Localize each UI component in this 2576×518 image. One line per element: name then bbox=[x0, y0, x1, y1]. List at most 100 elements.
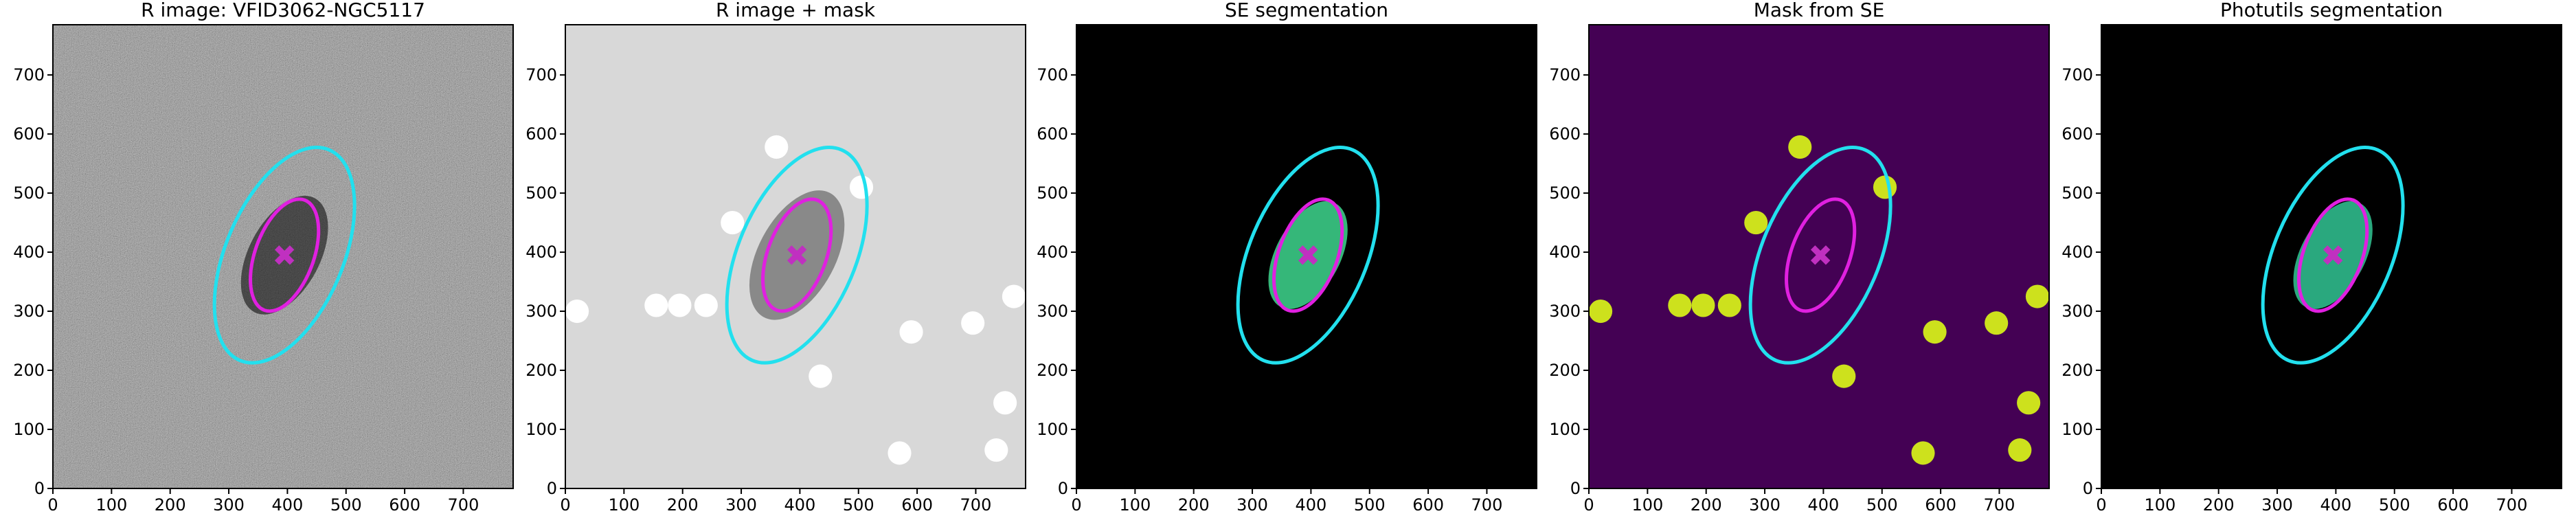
y-tick-label: 700 bbox=[526, 65, 557, 85]
y-tick-label: 600 bbox=[13, 124, 45, 144]
y-tick-label: 300 bbox=[1549, 302, 1581, 321]
image-panel bbox=[53, 25, 513, 488]
mask-region bbox=[961, 311, 985, 335]
mask-region bbox=[1717, 293, 1741, 317]
y-tick-label: 500 bbox=[1037, 183, 1068, 203]
mask-region bbox=[849, 175, 874, 199]
x-tick-label: 200 bbox=[667, 495, 699, 515]
aperture-ellipse bbox=[1236, 146, 1380, 365]
y-tick-label: 500 bbox=[526, 183, 557, 203]
x-tick-label: 0 bbox=[47, 495, 58, 515]
axes-frame bbox=[565, 24, 1026, 489]
y-tick-label: 300 bbox=[13, 302, 45, 321]
y-tick-label: 400 bbox=[13, 243, 45, 262]
x-tick-label: 600 bbox=[2437, 495, 2469, 515]
y-tick-label: 700 bbox=[2061, 65, 2093, 85]
y-tick-label: 200 bbox=[1549, 361, 1581, 380]
aperture-ellipse bbox=[2261, 146, 2405, 365]
x-tick-label: 100 bbox=[95, 495, 127, 515]
x-tick-label: 500 bbox=[843, 495, 874, 515]
y-tick-label: 100 bbox=[2061, 420, 2093, 439]
x-tick-label: 200 bbox=[1178, 495, 1210, 515]
image-panel bbox=[1076, 25, 1537, 488]
center-marker bbox=[2323, 245, 2343, 265]
x-tick-label: 500 bbox=[330, 495, 362, 515]
x-tick-label: 300 bbox=[1749, 495, 1781, 515]
x-tick-label: 700 bbox=[1984, 495, 2015, 515]
axes-frame bbox=[1076, 24, 1537, 489]
y-tick-label: 100 bbox=[1037, 420, 1068, 439]
x-tick-label: 100 bbox=[608, 495, 640, 515]
x-tick-label: 100 bbox=[1119, 495, 1151, 515]
panel-title: SE segmentation bbox=[1225, 0, 1388, 21]
center-marker bbox=[274, 245, 295, 265]
y-tick-label: 700 bbox=[13, 65, 45, 85]
mask-region bbox=[1911, 441, 1935, 465]
x-tick-label: 400 bbox=[1807, 495, 1839, 515]
mask-region bbox=[1985, 311, 2009, 335]
x-tick-label: 400 bbox=[271, 495, 303, 515]
aperture-ellipse bbox=[1272, 197, 1344, 313]
axes-frame bbox=[2101, 24, 2562, 489]
x-tick-label: 700 bbox=[2496, 495, 2528, 515]
x-tick-label: 0 bbox=[560, 495, 570, 515]
panel-title: R image + mask bbox=[716, 0, 876, 21]
mask-region bbox=[1589, 299, 1613, 324]
y-tick-label: 700 bbox=[1549, 65, 1581, 85]
mask-region bbox=[888, 441, 912, 465]
y-tick-label: 0 bbox=[2083, 479, 2093, 498]
y-tick-label: 600 bbox=[2061, 124, 2093, 144]
x-tick-label: 500 bbox=[1354, 495, 1386, 515]
y-tick-label: 400 bbox=[526, 243, 557, 262]
image-panel bbox=[2101, 25, 2562, 488]
y-tick-label: 0 bbox=[1058, 479, 1068, 498]
mask-region bbox=[993, 391, 1017, 415]
y-tick-label: 100 bbox=[13, 420, 45, 439]
mask-region bbox=[1873, 175, 1897, 199]
mask-region bbox=[2017, 391, 2041, 415]
aperture-ellipse bbox=[1748, 146, 1893, 365]
mask-region bbox=[1788, 135, 1812, 159]
x-tick-label: 300 bbox=[2261, 495, 2293, 515]
mask-region bbox=[899, 320, 923, 344]
x-tick-label: 300 bbox=[213, 495, 245, 515]
x-tick-label: 600 bbox=[1412, 495, 1444, 515]
x-tick-label: 200 bbox=[1691, 495, 1722, 515]
y-tick-label: 300 bbox=[2061, 302, 2093, 321]
panel-title: Mask from SE bbox=[1754, 0, 1885, 21]
mask-region bbox=[809, 364, 833, 388]
aperture-ellipse bbox=[249, 197, 321, 313]
y-tick-label: 500 bbox=[13, 183, 45, 203]
y-tick-label: 100 bbox=[1549, 420, 1581, 439]
y-tick-label: 0 bbox=[34, 479, 45, 498]
mask-region bbox=[1668, 293, 1692, 317]
x-tick-label: 400 bbox=[1295, 495, 1326, 515]
x-tick-label: 500 bbox=[2379, 495, 2410, 515]
x-tick-label: 100 bbox=[1631, 495, 1663, 515]
x-tick-label: 700 bbox=[448, 495, 479, 515]
y-tick-label: 200 bbox=[13, 361, 45, 380]
mask-region bbox=[984, 438, 1008, 462]
x-tick-label: 200 bbox=[2203, 495, 2235, 515]
mask-region bbox=[1923, 320, 1947, 344]
mask-region bbox=[565, 299, 589, 324]
mask-region bbox=[2008, 438, 2032, 462]
y-tick-label: 600 bbox=[1037, 124, 1068, 144]
y-tick-label: 200 bbox=[2061, 361, 2093, 380]
x-tick-label: 400 bbox=[784, 495, 815, 515]
x-tick-label: 300 bbox=[1236, 495, 1268, 515]
aperture-ellipse bbox=[1785, 197, 1857, 313]
image-panel bbox=[565, 25, 1026, 488]
y-tick-label: 200 bbox=[1037, 361, 1068, 380]
y-tick-label: 300 bbox=[1037, 302, 1068, 321]
aperture-ellipse bbox=[761, 197, 833, 313]
x-tick-label: 200 bbox=[155, 495, 186, 515]
y-tick-label: 400 bbox=[1037, 243, 1068, 262]
y-tick-label: 600 bbox=[526, 124, 557, 144]
x-tick-label: 500 bbox=[1866, 495, 1898, 515]
panel-title: R image: VFID3062-NGC5117 bbox=[141, 0, 425, 21]
aperture-ellipse bbox=[725, 146, 869, 365]
x-tick-label: 0 bbox=[2096, 495, 2106, 515]
mask-region bbox=[721, 210, 745, 235]
x-tick-label: 0 bbox=[1071, 495, 1081, 515]
